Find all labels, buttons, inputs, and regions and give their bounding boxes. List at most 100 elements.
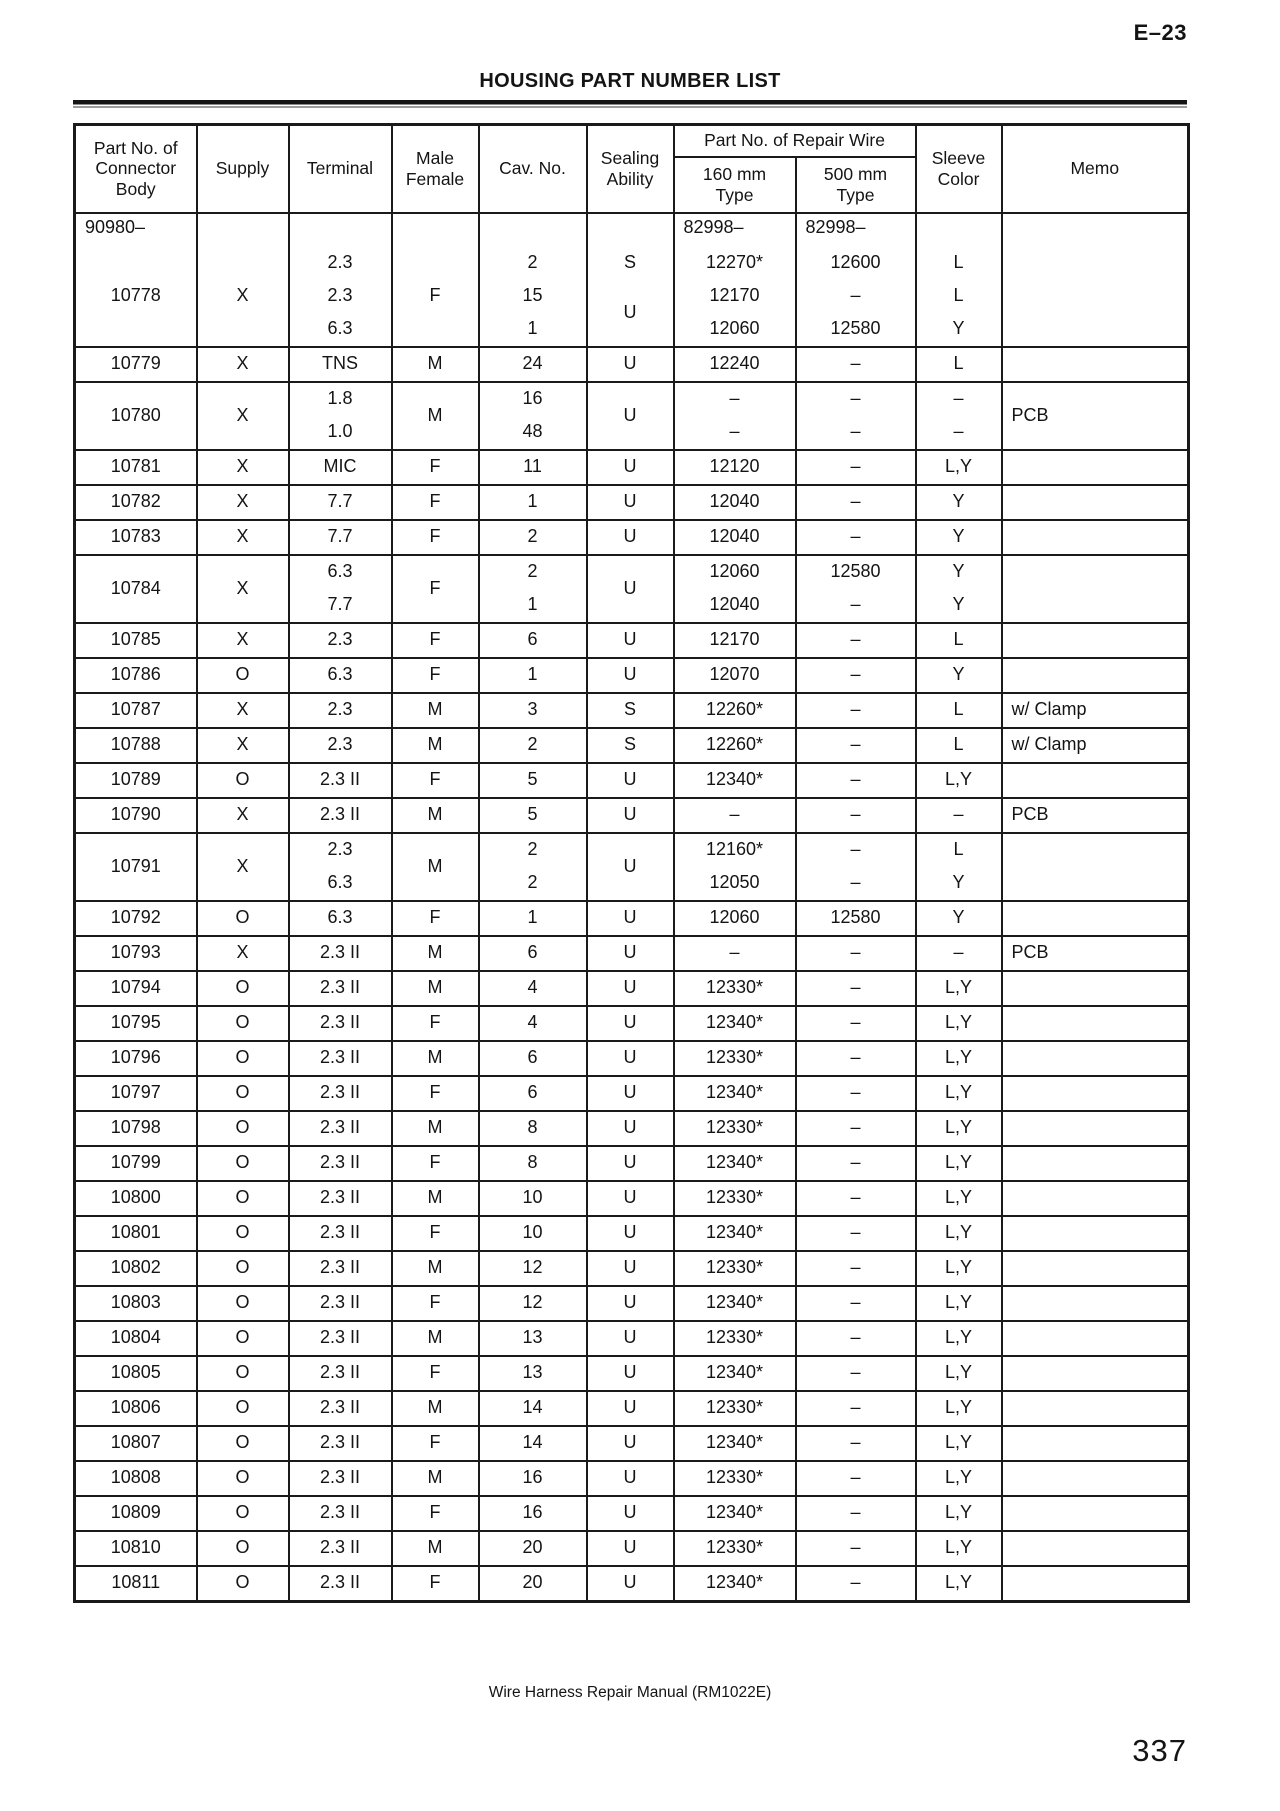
cell-text: Y [952, 664, 965, 685]
cell-text: X [236, 804, 249, 825]
cell-sealing-ability: U [585, 934, 675, 972]
cell-sleeve-color: L,Y [914, 1564, 1003, 1602]
cell-memo [1000, 1144, 1190, 1182]
cell-text: – [850, 388, 861, 409]
cell-wire-160mm: 12330* [672, 1319, 797, 1357]
cell-sealing-ability: U [585, 621, 675, 659]
cell-text: 2.3 II [319, 1467, 361, 1488]
cell-text: 10790 [110, 804, 161, 825]
cell-text: 16 [522, 1502, 543, 1523]
cell-text: U [623, 491, 637, 512]
cell-wire-500mm: – [794, 1424, 917, 1462]
cell-male-female: M [390, 380, 480, 451]
cell-memo [1000, 211, 1190, 348]
cell-memo [1000, 1039, 1190, 1077]
cell-text: S [623, 699, 636, 720]
cell-male-female: F [390, 1074, 480, 1112]
cell-text: 2.3 [327, 252, 353, 273]
cell-text: 12060 [709, 907, 760, 928]
cell-text: 12330* [705, 977, 764, 998]
cell-text: 14 [522, 1397, 543, 1418]
cell-text: – [850, 1537, 861, 1558]
cell-sleeve-color: L,Y [914, 1004, 1003, 1042]
cell-text: 6 [527, 629, 538, 650]
cell-text: M [427, 1327, 443, 1348]
table-row: 90980– 10778 X 2.3 2.3 6.3 F 2 15 1 S U 82998– 12270*… [73, 211, 1190, 348]
cell-text: O [235, 1397, 250, 1418]
cell-sealing-ability: U [585, 1389, 675, 1427]
cell-text: L,Y [945, 769, 973, 790]
cell-part-no: 10790 [73, 796, 198, 834]
cell-supply: O [195, 1354, 290, 1392]
cell-text: O [235, 664, 250, 685]
cell-text: L,Y [945, 1502, 973, 1523]
cell-text: U [623, 1502, 637, 1523]
cell-text: 2.3 [327, 699, 353, 720]
cell-text: – [850, 1012, 861, 1033]
cell-memo [1000, 345, 1190, 383]
cell-text: M [427, 1257, 443, 1278]
cell-text: 10782 [110, 491, 161, 512]
cell-text: – [850, 872, 861, 893]
cell-part-no: 10797 [73, 1074, 198, 1112]
cell-cav-no: 4 [477, 1004, 588, 1042]
cell-text: U [623, 1047, 637, 1068]
cell-text: 12580 [830, 318, 881, 339]
cell-text: L,Y [945, 1117, 973, 1138]
cell-text: L,Y [945, 456, 973, 477]
cell-text: X [236, 734, 249, 755]
cell-cav-no: 6 [477, 1074, 588, 1112]
cell-text: – [850, 1292, 861, 1313]
cell-supply: O [195, 1319, 290, 1357]
cell-text: 12340* [705, 1362, 764, 1383]
cell-sleeve-color: L,Y [914, 1039, 1003, 1077]
cell-male-female: M [390, 345, 480, 383]
cell-text: U [623, 977, 637, 998]
cell-text: 12060 [709, 318, 760, 339]
cell-wire-500mm: – [794, 1144, 917, 1182]
cell-cav-no: 5 [477, 796, 588, 834]
cell-text: X [236, 855, 249, 876]
cell-text: 2.3 II [319, 769, 361, 790]
cell-terminal: 2.3 II [287, 1144, 393, 1182]
cell-text: S [623, 734, 636, 755]
cell-text: 2 [527, 872, 538, 893]
cell-male-female: M [390, 726, 480, 764]
cell-male-female: M [390, 1109, 480, 1147]
cell-wire-500mm: – [794, 1249, 917, 1287]
cell-text: 10787 [110, 699, 161, 720]
cell-wire-160mm: 12340* [672, 1144, 797, 1182]
cell-text: S [623, 252, 636, 273]
cell-male-female: M [390, 1529, 480, 1567]
cell-text: O [235, 1572, 250, 1593]
cell-wire-160mm: 82998– 12270* 12170 12060 [672, 211, 797, 348]
cell-part-no: 10788 [73, 726, 198, 764]
cell-terminal: 2.3 II [287, 1424, 393, 1462]
cell-wire-500mm: – [794, 796, 917, 834]
cell-cav-no: 20 [477, 1564, 588, 1602]
cell-cav-no: 8 [477, 1109, 588, 1147]
table-row: 10805 O 2.3 II F 13 U 12340* – L,Y [73, 1354, 1190, 1392]
cell-text: 10796 [110, 1047, 161, 1068]
cell-text: O [235, 1012, 250, 1033]
cell-memo [1000, 656, 1190, 694]
cell-wire-160mm: 12330* [672, 1459, 797, 1497]
cell-supply: O [195, 899, 290, 937]
cell-text: L,Y [945, 1432, 973, 1453]
cell-text: – [850, 353, 861, 374]
cell-wire-160mm: 12170 [672, 621, 797, 659]
cell-sleeve-color: – [914, 934, 1003, 972]
cell-text: O [235, 1257, 250, 1278]
cell-male-female: F [390, 1564, 480, 1602]
cell-terminal: 2.3 II [287, 1214, 393, 1252]
cell-text: 12580 [830, 561, 881, 582]
cell-sealing-ability: U [585, 899, 675, 937]
cell-text: – [729, 804, 740, 825]
cell-text: PCB [1011, 404, 1049, 425]
cell-terminal: 2.3 II [287, 1074, 393, 1112]
cell-text: 10801 [110, 1222, 161, 1243]
cell-memo: PCB [1000, 380, 1190, 451]
cell-wire-160mm: – – [672, 380, 797, 451]
cell-terminal: 2.3 II [287, 1354, 393, 1392]
